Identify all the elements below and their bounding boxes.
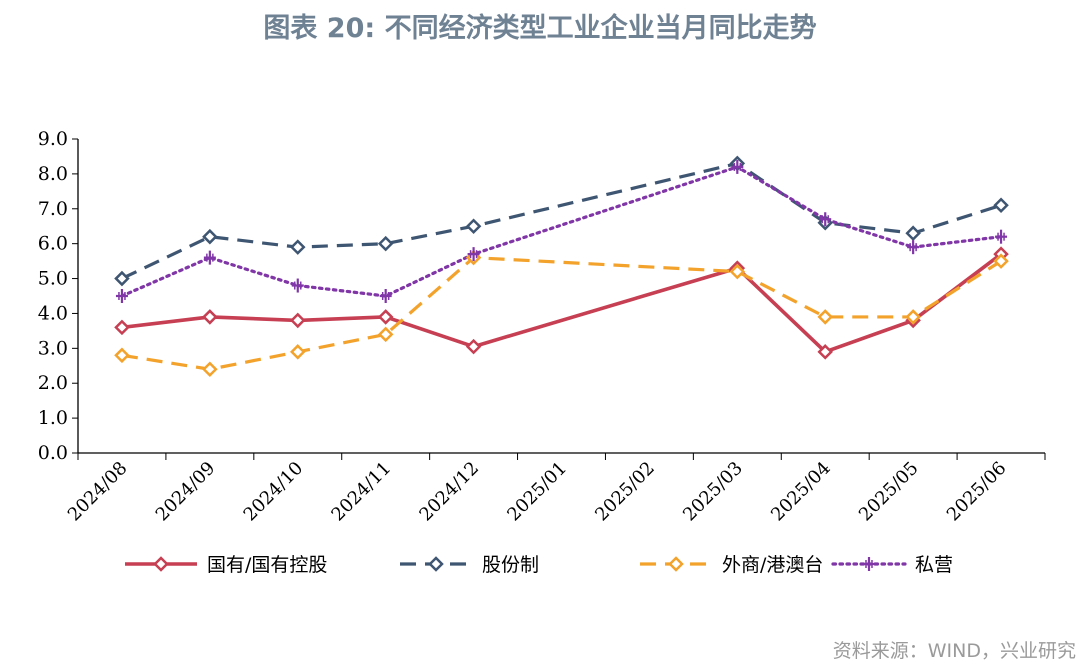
x-tick-label: 2025/03 xyxy=(679,458,747,526)
data-point xyxy=(465,218,482,234)
chart-legend: 国有/国有控股 股份制 外商/港澳台 私营 xyxy=(125,554,953,576)
data-point xyxy=(379,289,392,303)
y-tick-label: 0.0 xyxy=(38,442,68,464)
data-point xyxy=(202,309,218,325)
legend-item-0: 国有/国有控股 xyxy=(125,554,327,576)
x-tick-label: 2025/01 xyxy=(503,458,571,526)
data-point xyxy=(203,250,216,265)
data-point xyxy=(114,319,130,336)
data-point xyxy=(290,312,306,329)
data-point xyxy=(729,263,746,280)
y-tick-label: 5.0 xyxy=(38,268,68,290)
data-point xyxy=(377,235,394,252)
data-point xyxy=(290,239,306,255)
data-point xyxy=(114,270,130,287)
data-point xyxy=(993,253,1009,269)
x-tick-label: 2024/09 xyxy=(152,458,220,526)
y-tick-label: 1.0 xyxy=(38,407,68,429)
x-tick-label: 2025/04 xyxy=(767,458,835,526)
data-point xyxy=(731,159,744,174)
x-tick-label: 2024/11 xyxy=(327,458,395,526)
data-point xyxy=(817,309,833,325)
data-point xyxy=(905,309,921,325)
data-point xyxy=(995,229,1008,244)
legend-label: 私营 xyxy=(915,554,953,576)
data-point xyxy=(377,309,394,325)
x-tick-label: 2024/10 xyxy=(240,458,308,526)
data-point xyxy=(290,344,306,360)
y-tick-label: 6.0 xyxy=(38,233,68,255)
data-point xyxy=(202,228,218,245)
series-line-0 xyxy=(121,252,1003,354)
legend-label: 股份制 xyxy=(482,554,539,576)
x-tick-label: 2025/05 xyxy=(855,458,923,526)
data-point xyxy=(377,326,394,343)
series-lines xyxy=(120,161,1003,371)
data-point xyxy=(817,344,833,360)
x-tick-label: 2024/08 xyxy=(64,458,132,526)
data-point xyxy=(467,247,480,262)
y-tick-label: 3.0 xyxy=(38,337,68,359)
series-line-2 xyxy=(121,256,1002,371)
x-tick-label: 2025/02 xyxy=(591,458,659,526)
legend-item-1: 股份制 xyxy=(400,554,539,576)
legend-marker xyxy=(153,556,169,572)
y-tick-label: 7.0 xyxy=(38,198,68,220)
series-markers xyxy=(114,155,1009,378)
data-point xyxy=(291,278,304,293)
data-point xyxy=(115,289,128,303)
series-line-3 xyxy=(120,165,1003,298)
data-point xyxy=(202,361,218,378)
data-point xyxy=(905,225,921,241)
chart-title: 图表 20: 不同经济类型工业企业当月同比走势 xyxy=(263,13,817,44)
legend-marker xyxy=(668,556,684,572)
y-tick-label: 8.0 xyxy=(38,163,68,185)
x-tick-label: 2024/12 xyxy=(415,458,483,526)
source-note: 资料来源：WIND，兴业研究 xyxy=(832,640,1076,662)
legend-label: 国有/国有控股 xyxy=(207,554,327,576)
legend-marker xyxy=(863,557,875,571)
y-tick-label: 4.0 xyxy=(38,302,68,324)
legend-marker xyxy=(428,556,444,572)
y-tick-label: 2.0 xyxy=(38,372,68,394)
data-point xyxy=(993,197,1009,214)
legend-item-3: 私营 xyxy=(831,554,953,576)
data-point xyxy=(819,212,832,227)
data-point xyxy=(465,338,482,355)
data-point xyxy=(907,240,920,255)
legend-label: 外商/港澳台 xyxy=(722,554,823,576)
x-tick-label: 2025/06 xyxy=(943,458,1011,526)
legend-item-2: 外商/港澳台 xyxy=(640,554,823,576)
series-line-1 xyxy=(121,161,1002,281)
data-point xyxy=(114,347,130,364)
y-tick-label: 9.0 xyxy=(38,128,68,150)
